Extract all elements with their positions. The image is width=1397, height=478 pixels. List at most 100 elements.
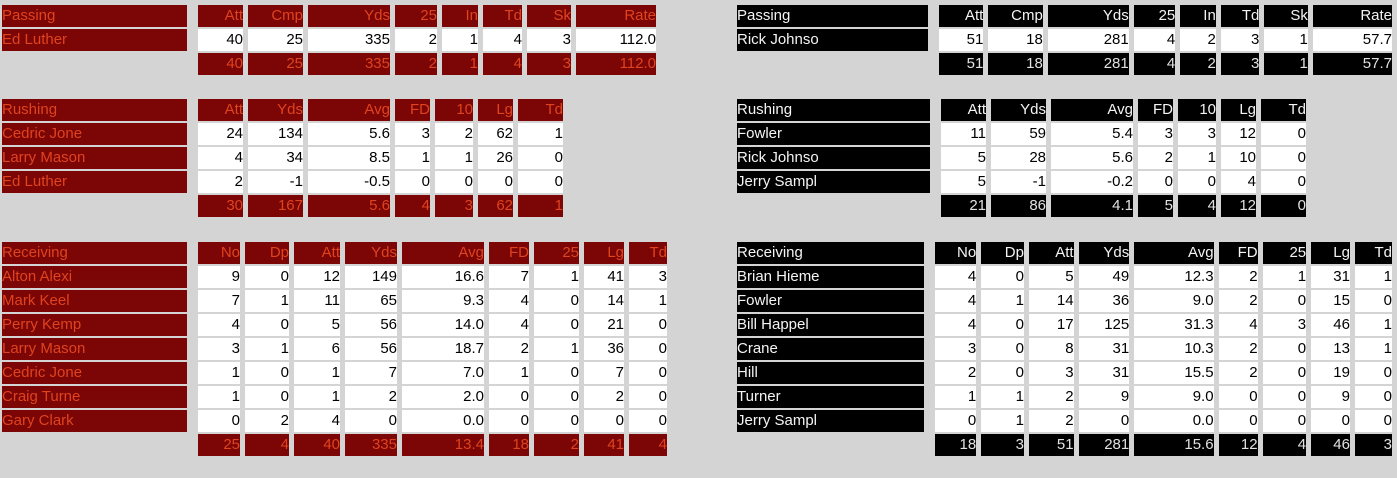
stat-cell: 1 bbox=[1354, 314, 1392, 336]
stat-cell: 21 bbox=[584, 314, 624, 336]
stat-cell: 7 bbox=[198, 290, 240, 312]
stat-cell: 1 bbox=[981, 386, 1024, 408]
passing-table-right: Passing Att Cmp Yds 25 In Td Sk Rate Rick Johnso 5… bbox=[732, 3, 1397, 77]
stat-cell: 65 bbox=[345, 290, 397, 312]
column-header: Yds bbox=[345, 242, 397, 264]
stat-cell: 4 bbox=[489, 314, 529, 336]
column-header: Td bbox=[518, 99, 563, 121]
player-row: Crane 3 0 8 31 10.3 2 0 13 1 bbox=[737, 338, 1392, 360]
stat-cell: 1 bbox=[294, 386, 340, 408]
column-header: Avg bbox=[402, 242, 484, 264]
totals-row: 21 86 4.1 5 4 12 0 bbox=[737, 195, 1306, 217]
stat-cell: 1 bbox=[1178, 147, 1216, 169]
stat-cell: 4 bbox=[935, 290, 977, 312]
stat-cell: 0 bbox=[245, 386, 289, 408]
stat-cell: -0.2 bbox=[1051, 171, 1133, 193]
stat-cell: 18 bbox=[988, 29, 1043, 51]
stat-cell: 0 bbox=[981, 266, 1024, 288]
stat-cell: 3 bbox=[1220, 29, 1260, 51]
stat-cell: 1 bbox=[198, 386, 240, 408]
stat-cell: 5 bbox=[941, 147, 986, 169]
stat-cell: 5 bbox=[941, 171, 986, 193]
player-row: Gary Clark 0 2 4 0 0.0 0 0 0 0 bbox=[2, 410, 667, 432]
stat-cell: 0 bbox=[245, 314, 289, 336]
column-header: Yds bbox=[991, 99, 1046, 121]
total-stat-cell: 41 bbox=[584, 434, 624, 456]
stat-cell: 3 bbox=[629, 266, 667, 288]
stat-cell: 0 bbox=[478, 171, 513, 193]
stat-cell: 4 bbox=[489, 290, 529, 312]
passing-table-left: Passing Att Cmp Yds 25 In Td Sk Rate Ed Luther 40 2… bbox=[0, 3, 661, 77]
totals-spacer bbox=[2, 434, 187, 456]
stat-cell: 15.5 bbox=[1134, 362, 1214, 384]
player-name-cell: Jerry Sampl bbox=[737, 171, 930, 193]
stat-cell: 0 bbox=[1262, 338, 1307, 360]
stat-cell: 0 bbox=[534, 386, 579, 408]
stat-cell: 0 bbox=[1218, 386, 1258, 408]
total-stat-cell: 4 bbox=[395, 195, 430, 217]
stat-cell: 3 bbox=[1028, 362, 1074, 384]
stat-cell: 6 bbox=[294, 338, 340, 360]
stat-cell: 0 bbox=[1354, 290, 1392, 312]
stat-cell: 0 bbox=[981, 338, 1024, 360]
stat-cell: 4 bbox=[935, 266, 977, 288]
stat-cell: 0 bbox=[1218, 410, 1258, 432]
stat-cell: 5.6 bbox=[1051, 147, 1133, 169]
total-stat-cell: 4 bbox=[1262, 434, 1307, 456]
column-header: Td bbox=[1354, 242, 1392, 264]
stat-cell: 5 bbox=[1028, 266, 1074, 288]
stat-cell: 0 bbox=[489, 410, 529, 432]
stat-cell: 25 bbox=[248, 29, 303, 51]
stat-cell: 4 bbox=[1218, 314, 1258, 336]
total-stat-cell: 3 bbox=[981, 434, 1024, 456]
column-header: Td bbox=[629, 242, 667, 264]
stat-cell: 15 bbox=[1311, 290, 1350, 312]
player-row: Hill 2 0 3 31 15.5 2 0 19 0 bbox=[737, 362, 1392, 384]
player-name-cell: Alton Alexi bbox=[2, 266, 187, 288]
total-stat-cell: 281 bbox=[1047, 53, 1129, 75]
stat-cell: 2 bbox=[395, 29, 437, 51]
total-stat-cell: 4 bbox=[245, 434, 289, 456]
column-header: Lg bbox=[584, 242, 624, 264]
column-header: Cmp bbox=[988, 5, 1043, 27]
column-header: Lg bbox=[1221, 99, 1256, 121]
player-row: Perry Kemp 4 0 5 56 14.0 4 0 21 0 bbox=[2, 314, 667, 336]
total-stat-cell: 2 bbox=[1180, 53, 1216, 75]
stat-cell: 9 bbox=[198, 266, 240, 288]
total-stat-cell: 46 bbox=[1311, 434, 1350, 456]
stat-cell: 3 bbox=[198, 338, 240, 360]
stat-cell: 51 bbox=[938, 29, 984, 51]
rushing-table-right: Rushing Att Yds Avg FD 10 Lg Td Fowler 11 59 5.4 3 3 1… bbox=[732, 97, 1311, 219]
stat-cell: 0 bbox=[518, 171, 563, 193]
stat-cell: 0 bbox=[518, 147, 563, 169]
stat-cell: 3 bbox=[935, 338, 977, 360]
totals-spacer bbox=[2, 53, 187, 75]
stat-cell: 16.6 bbox=[402, 266, 484, 288]
stat-cell: 10.3 bbox=[1134, 338, 1214, 360]
stat-cell: 125 bbox=[1078, 314, 1130, 336]
player-row: Jerry Sampl 0 1 2 0 0.0 0 0 0 0 bbox=[737, 410, 1392, 432]
column-header: FD bbox=[395, 99, 430, 121]
stat-cell: 0 bbox=[435, 171, 473, 193]
total-stat-cell: 281 bbox=[1078, 434, 1130, 456]
column-header: In bbox=[1180, 5, 1216, 27]
stat-cell: -1 bbox=[248, 171, 303, 193]
stat-cell: 0 bbox=[1262, 290, 1307, 312]
total-stat-cell: 5 bbox=[1138, 195, 1173, 217]
total-stat-cell: 3 bbox=[1220, 53, 1260, 75]
stat-cell: 7 bbox=[489, 266, 529, 288]
stat-cell: 2 bbox=[245, 410, 289, 432]
column-header: Att bbox=[938, 5, 984, 27]
column-header: Avg bbox=[1134, 242, 1214, 264]
stat-cell: 0 bbox=[534, 410, 579, 432]
column-header: Att bbox=[198, 5, 243, 27]
player-row: Fowler 11 59 5.4 3 3 12 0 bbox=[737, 123, 1306, 145]
stat-cell: -1 bbox=[991, 171, 1046, 193]
column-header: Avg bbox=[1051, 99, 1133, 121]
total-stat-cell: 4 bbox=[1178, 195, 1216, 217]
player-row: Cedric Jone 24 134 5.6 3 2 62 1 bbox=[2, 123, 563, 145]
box-score-screen: { "theme": { "page_bg": "#d4d4d4", "left… bbox=[0, 3, 1397, 456]
stat-cell: 3 bbox=[1262, 314, 1307, 336]
stat-cell: 2 bbox=[1028, 386, 1074, 408]
header-row: Passing Att Cmp Yds 25 In Td Sk Rate bbox=[2, 5, 656, 27]
